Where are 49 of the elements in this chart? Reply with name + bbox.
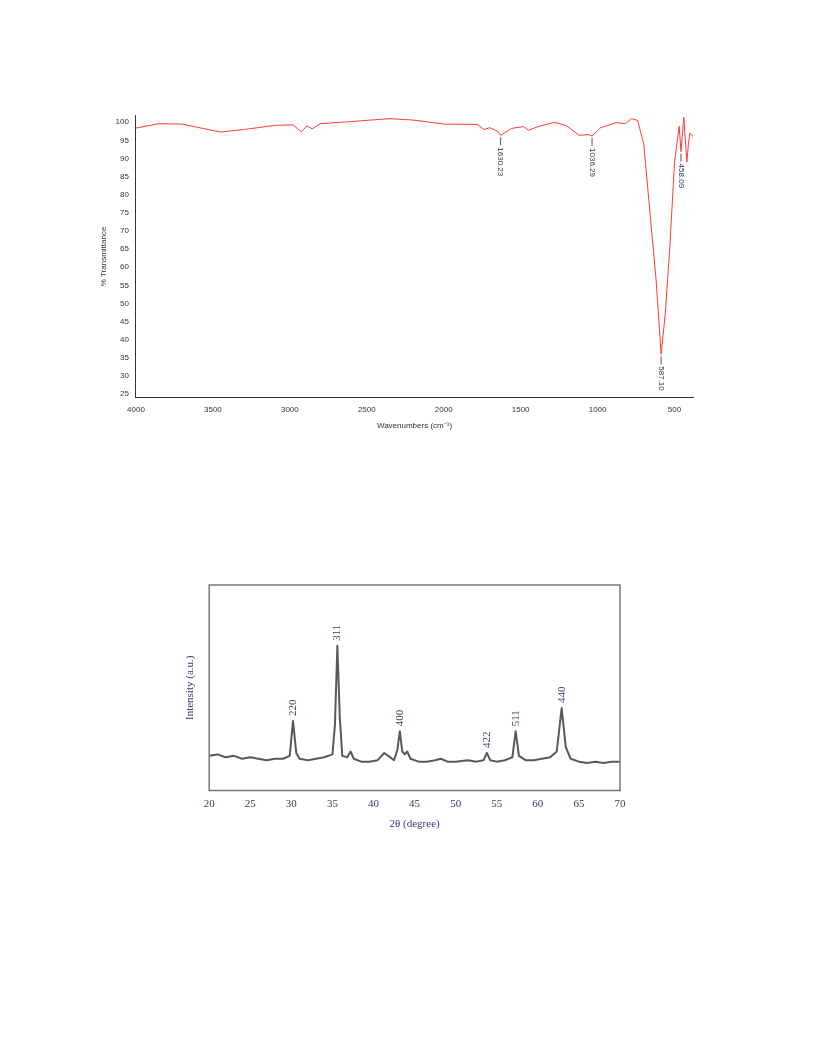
annotation: 440 — [554, 686, 567, 704]
annotation: 458.09 — [676, 163, 686, 189]
y-tick-label: 60 — [120, 262, 130, 272]
y-tick-label: 40 — [120, 334, 130, 344]
annotation: 511 — [508, 710, 521, 727]
x-tick-label: 2500 — [357, 404, 377, 414]
y-tick-label: 95 — [120, 135, 130, 145]
x-tick-label: 55 — [491, 797, 503, 810]
y-tick-label: 80 — [120, 189, 130, 199]
x-tick-label: 4000 — [127, 404, 146, 414]
y-tick-label: 30 — [120, 371, 130, 381]
y-tick-label: 70 — [120, 226, 130, 236]
y-tick-label: 50 — [120, 298, 130, 308]
x-tick-label: 3500 — [203, 404, 223, 414]
x-tick-label: 20 — [203, 797, 216, 810]
x-tick-label: 30 — [285, 797, 298, 810]
x-tick-label: 3000 — [280, 404, 300, 414]
x-tick-label: 70 — [614, 797, 626, 810]
x-tick-label: 45 — [409, 797, 421, 810]
x-axis-title: Wavenumbers (cm⁻¹) — [376, 421, 453, 431]
annotation: 1630.23 — [496, 147, 506, 177]
y-axis-title: Intensity (a.u.) — [183, 655, 197, 721]
annotation: 220 — [285, 699, 298, 717]
x-tick-label: 65 — [573, 797, 585, 810]
x-axis-title: 2θ (degree) — [389, 817, 441, 831]
x-tick-label: 1000 — [588, 404, 608, 414]
y-tick-label: 55 — [120, 280, 130, 290]
x-tick-label: 1500 — [511, 404, 531, 414]
y-tick-label: 100 — [115, 117, 130, 127]
x-tick-label: 500 — [667, 404, 682, 414]
x-tick-label: 40 — [368, 797, 380, 810]
y-tick-label: 65 — [120, 244, 130, 254]
annotation: 311 — [330, 624, 343, 641]
y-tick-label: 75 — [120, 208, 130, 218]
y-axis-title: % Transmittance — [99, 226, 108, 287]
x-tick-label: 2000 — [434, 404, 454, 414]
y-tick-label: 45 — [120, 316, 130, 326]
y-tick-label: 25 — [120, 389, 130, 399]
x-tick-label: 50 — [450, 797, 462, 810]
annotation: 400 — [392, 709, 405, 727]
annotation: 422 — [479, 731, 492, 748]
x-tick-label: 25 — [244, 797, 257, 810]
y-tick-label: 35 — [120, 353, 130, 363]
x-tick-label: 60 — [532, 797, 544, 810]
y-tick-label: 85 — [120, 171, 130, 181]
x-tick-label: 35 — [326, 797, 339, 810]
annotation: 1036.29 — [587, 148, 597, 178]
y-tick-label: 90 — [120, 153, 130, 163]
annotation: 587.10 — [656, 366, 666, 392]
